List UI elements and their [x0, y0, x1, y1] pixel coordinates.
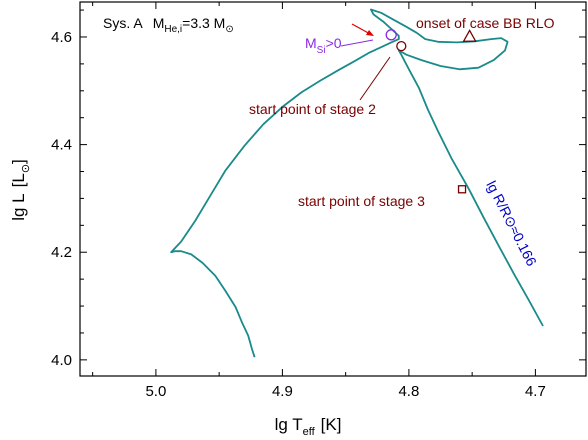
- radius-label: lg R/R⊙≈0.166: [483, 178, 540, 269]
- x-tick-label: 4.9: [272, 383, 293, 400]
- x-tick-label: 4.7: [525, 383, 546, 400]
- evolution-track: [170, 8, 544, 358]
- square-marker: [457, 185, 467, 194]
- msi-label: MSi>0: [305, 35, 342, 56]
- plot-border: [79, 1, 587, 377]
- y-tick-label: 4.4: [51, 137, 72, 154]
- y-axis-ticks: 4.0 4.2 4.4 4.6: [51, 9, 586, 369]
- y-tick-label: 4.2: [51, 244, 72, 261]
- y-tick-label: 4.0: [51, 352, 72, 369]
- evolution-track-line: [170, 8, 544, 358]
- stage3-label: start point of stage 3: [298, 193, 425, 209]
- onset-label: onset of case BB RLO: [416, 15, 555, 31]
- circle-marker: [385, 29, 397, 41]
- plot-frame: [79, 1, 587, 377]
- red-arrow-head: [366, 30, 374, 36]
- x-tick-label: 4.8: [398, 383, 419, 400]
- x-tick-label: 5.0: [145, 383, 166, 400]
- x-axis-ticks: 5.0 4.9 4.8 4.7: [92, 2, 546, 400]
- circle-marker: [396, 40, 407, 52]
- event-markers: [385, 29, 477, 194]
- x-axis-title: lg Teff [K]: [275, 415, 342, 438]
- system-label: Sys. A MHe,i=3.3 M⊙: [103, 15, 234, 35]
- y-tick-label: 4.6: [51, 29, 72, 46]
- stage2-pointer: [359, 56, 391, 101]
- msi-pointer: [340, 39, 374, 47]
- triangle-marker: [462, 29, 477, 42]
- stage2-label: start point of stage 2: [249, 101, 376, 117]
- y-axis-title: lg L[L⊙]: [9, 159, 32, 221]
